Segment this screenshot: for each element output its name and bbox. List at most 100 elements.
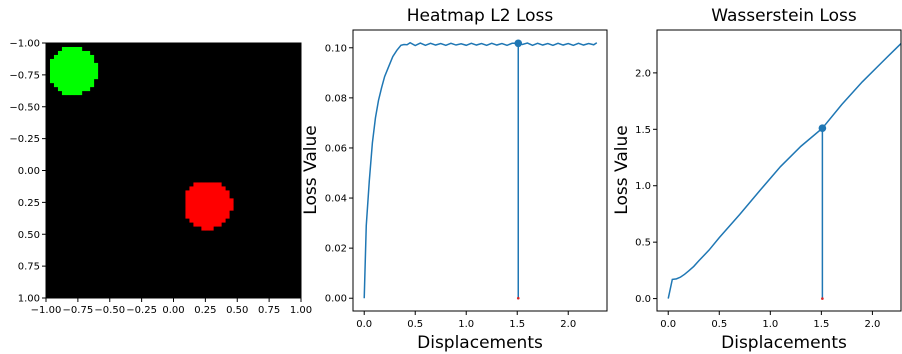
blob-pixel <box>65 58 71 64</box>
blob-pixel <box>197 210 202 215</box>
blob-pixel <box>209 210 214 215</box>
wasserstein-x-tick-label: 1.5 <box>813 319 829 330</box>
blob-pixel <box>217 190 222 195</box>
y-tick-label: 0.00 <box>18 166 40 177</box>
blob-pixel <box>77 66 83 72</box>
blob-pixel <box>61 70 67 76</box>
blob-pixel <box>65 82 71 88</box>
blob-pixel <box>197 182 202 187</box>
heatmap-l2-y-tick-label: 0.08 <box>325 93 347 104</box>
blob-pixel <box>185 194 190 199</box>
blob-pixel <box>213 194 218 199</box>
blob-pixel <box>205 206 210 211</box>
blob-pixel <box>61 82 67 88</box>
blob-pixel <box>205 214 210 219</box>
blob-pixel <box>69 86 75 92</box>
blob-pixel <box>89 74 95 80</box>
blob-pixel <box>217 218 222 223</box>
blob-pixel <box>197 198 202 203</box>
wasserstein-xlabel: Displacements <box>721 333 847 353</box>
blob-pixel <box>189 186 194 191</box>
blob-pixel <box>85 66 91 72</box>
blob-pixel <box>201 218 206 223</box>
blob-pixel <box>73 54 79 60</box>
blob-pixel <box>65 74 71 80</box>
blob-pixel <box>189 190 194 195</box>
wasserstein-title: Wasserstein Loss <box>711 6 857 26</box>
blob-pixel <box>221 198 226 203</box>
heatmap-l2-marker-point <box>514 39 523 48</box>
blob-pixel <box>81 82 87 88</box>
blob-pixel <box>193 206 198 211</box>
blob-pixel <box>213 198 218 203</box>
blob-pixel <box>77 74 83 80</box>
x-tick-label: −1.00 <box>31 305 62 316</box>
blob-pixel <box>53 62 59 68</box>
heatmap-l2-y-tick-label: 0.10 <box>325 43 347 54</box>
blob-pixel <box>221 190 226 195</box>
blob-pixel <box>73 78 79 84</box>
blob-pixel <box>49 78 55 84</box>
blob-pixel <box>205 210 210 215</box>
blob-pixel <box>201 194 206 199</box>
blob-pixel <box>221 186 226 191</box>
blob-pixel <box>209 186 214 191</box>
heatmap-l2-x-tick-label: 0.0 <box>356 319 372 330</box>
y-tick-label: −0.25 <box>9 134 40 145</box>
blob-pixel <box>89 66 95 72</box>
blob-pixel <box>53 58 59 64</box>
heatmap-l2-loss-line <box>363 41 598 299</box>
image-panel: −1.00 −0.75 −0.50 −0.25 0.00 0.25 0.50 0.75 1.00… <box>9 39 312 317</box>
x-tick-label: 0.00 <box>162 305 184 316</box>
blob-pixel <box>193 214 198 219</box>
blob-pixel <box>197 202 202 207</box>
blob-pixel <box>85 82 91 88</box>
blob-pixel <box>89 54 95 60</box>
x-tick-label: −0.50 <box>94 305 125 316</box>
blob-pixel <box>193 190 198 195</box>
blob-pixel <box>61 78 67 84</box>
blob-pixel <box>209 202 214 207</box>
blob-pixel <box>197 194 202 199</box>
blob-pixel <box>77 78 83 84</box>
blob-pixel <box>225 210 230 215</box>
blob-pixel <box>69 54 75 60</box>
y-tick-label: −0.50 <box>9 102 40 113</box>
blob-pixel <box>213 182 218 187</box>
blob-pixel <box>185 202 190 207</box>
blob-pixel <box>205 218 210 223</box>
blob-pixel <box>193 202 198 207</box>
blob-pixel <box>65 78 71 84</box>
blob-pixel <box>201 182 206 187</box>
blob-pixel <box>89 70 95 76</box>
blob-pixel <box>81 74 87 80</box>
blob-pixel <box>201 210 206 215</box>
blob-pixel <box>209 206 214 211</box>
blob-pixel <box>81 58 87 64</box>
blob-pixel <box>77 62 83 68</box>
blob-pixel <box>69 70 75 76</box>
wasserstein-marker-point <box>818 124 827 132</box>
blob-pixel <box>53 54 59 60</box>
wasserstein-x-tick-label: 1.0 <box>762 319 778 330</box>
blob-pixel <box>89 78 95 84</box>
blob-pixel <box>61 66 67 72</box>
blob-1 <box>185 182 234 231</box>
blob-pixel <box>73 70 79 76</box>
heatmap-l2-frame <box>352 29 608 312</box>
blob-pixel <box>77 90 83 96</box>
wasserstein-y-tick-label: 1.0 <box>635 181 651 192</box>
blob-pixel <box>189 194 194 199</box>
blob-pixel <box>69 78 75 84</box>
blob-pixel <box>225 190 230 195</box>
blob-pixel <box>77 50 83 56</box>
blob-pixel <box>57 66 63 72</box>
blob-pixel <box>189 214 194 219</box>
blob-pixel <box>185 190 190 195</box>
blob-pixel <box>89 62 95 68</box>
blob-pixel <box>53 78 59 84</box>
blob-pixel <box>61 50 67 56</box>
blob-pixel <box>73 62 79 68</box>
heatmap-l2-y-tick-label: 0.04 <box>325 194 347 205</box>
blob-pixel <box>209 222 214 227</box>
